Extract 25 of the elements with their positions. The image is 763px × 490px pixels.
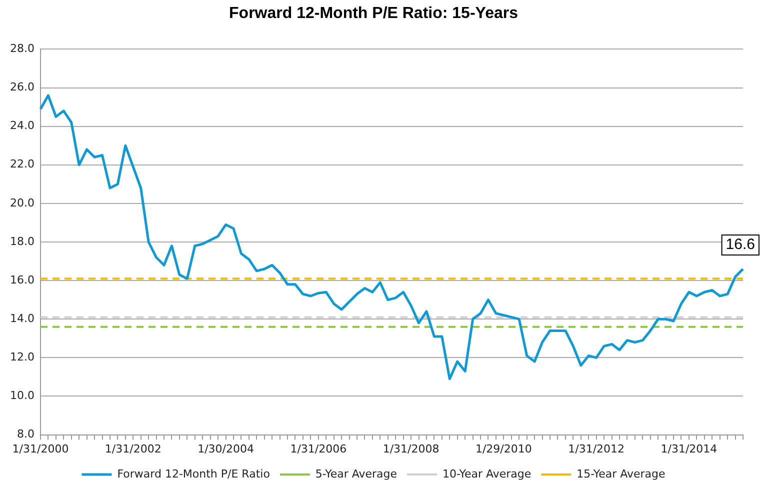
x-tick-label: 1/30/2004	[198, 442, 254, 456]
y-tick-label: 16.0	[10, 273, 34, 286]
legend-label: 5-Year Average	[315, 467, 398, 480]
x-tick-label: 1/29/2010	[475, 442, 532, 456]
y-tick-label: 26.0	[10, 80, 34, 94]
data-label: 16.6	[726, 236, 756, 254]
x-tick-label: 1/31/2008	[382, 442, 440, 456]
chart-title: Forward 12-Month P/E Ratio: 15-Years	[229, 5, 518, 22]
y-tick-label: 8.0	[16, 428, 34, 441]
x-tick-label: 1/31/2006	[290, 442, 347, 456]
legend-label: 10-Year Average	[442, 467, 532, 480]
y-tick-label: 28.0	[10, 42, 34, 56]
x-tick-label: 1/31/2012	[568, 442, 625, 456]
y-tick-label: 18.0	[10, 234, 34, 248]
y-tick-label: 22.0	[10, 158, 34, 171]
y-tick-label: 10.0	[10, 389, 34, 402]
x-tick-label: 1/31/2000	[12, 442, 69, 456]
legend-label: Forward 12-Month P/E Ratio	[117, 467, 270, 480]
y-tick-label: 14.0	[10, 312, 34, 325]
y-tick-label: 20.0	[10, 196, 34, 210]
legend-label: 15-Year Average	[576, 467, 666, 480]
x-tick-label: 1/31/2014	[660, 442, 718, 456]
x-tick-label: 1/31/2002	[104, 442, 162, 456]
y-tick-label: 24.0	[10, 119, 34, 132]
y-tick-label: 12.0	[10, 350, 34, 364]
